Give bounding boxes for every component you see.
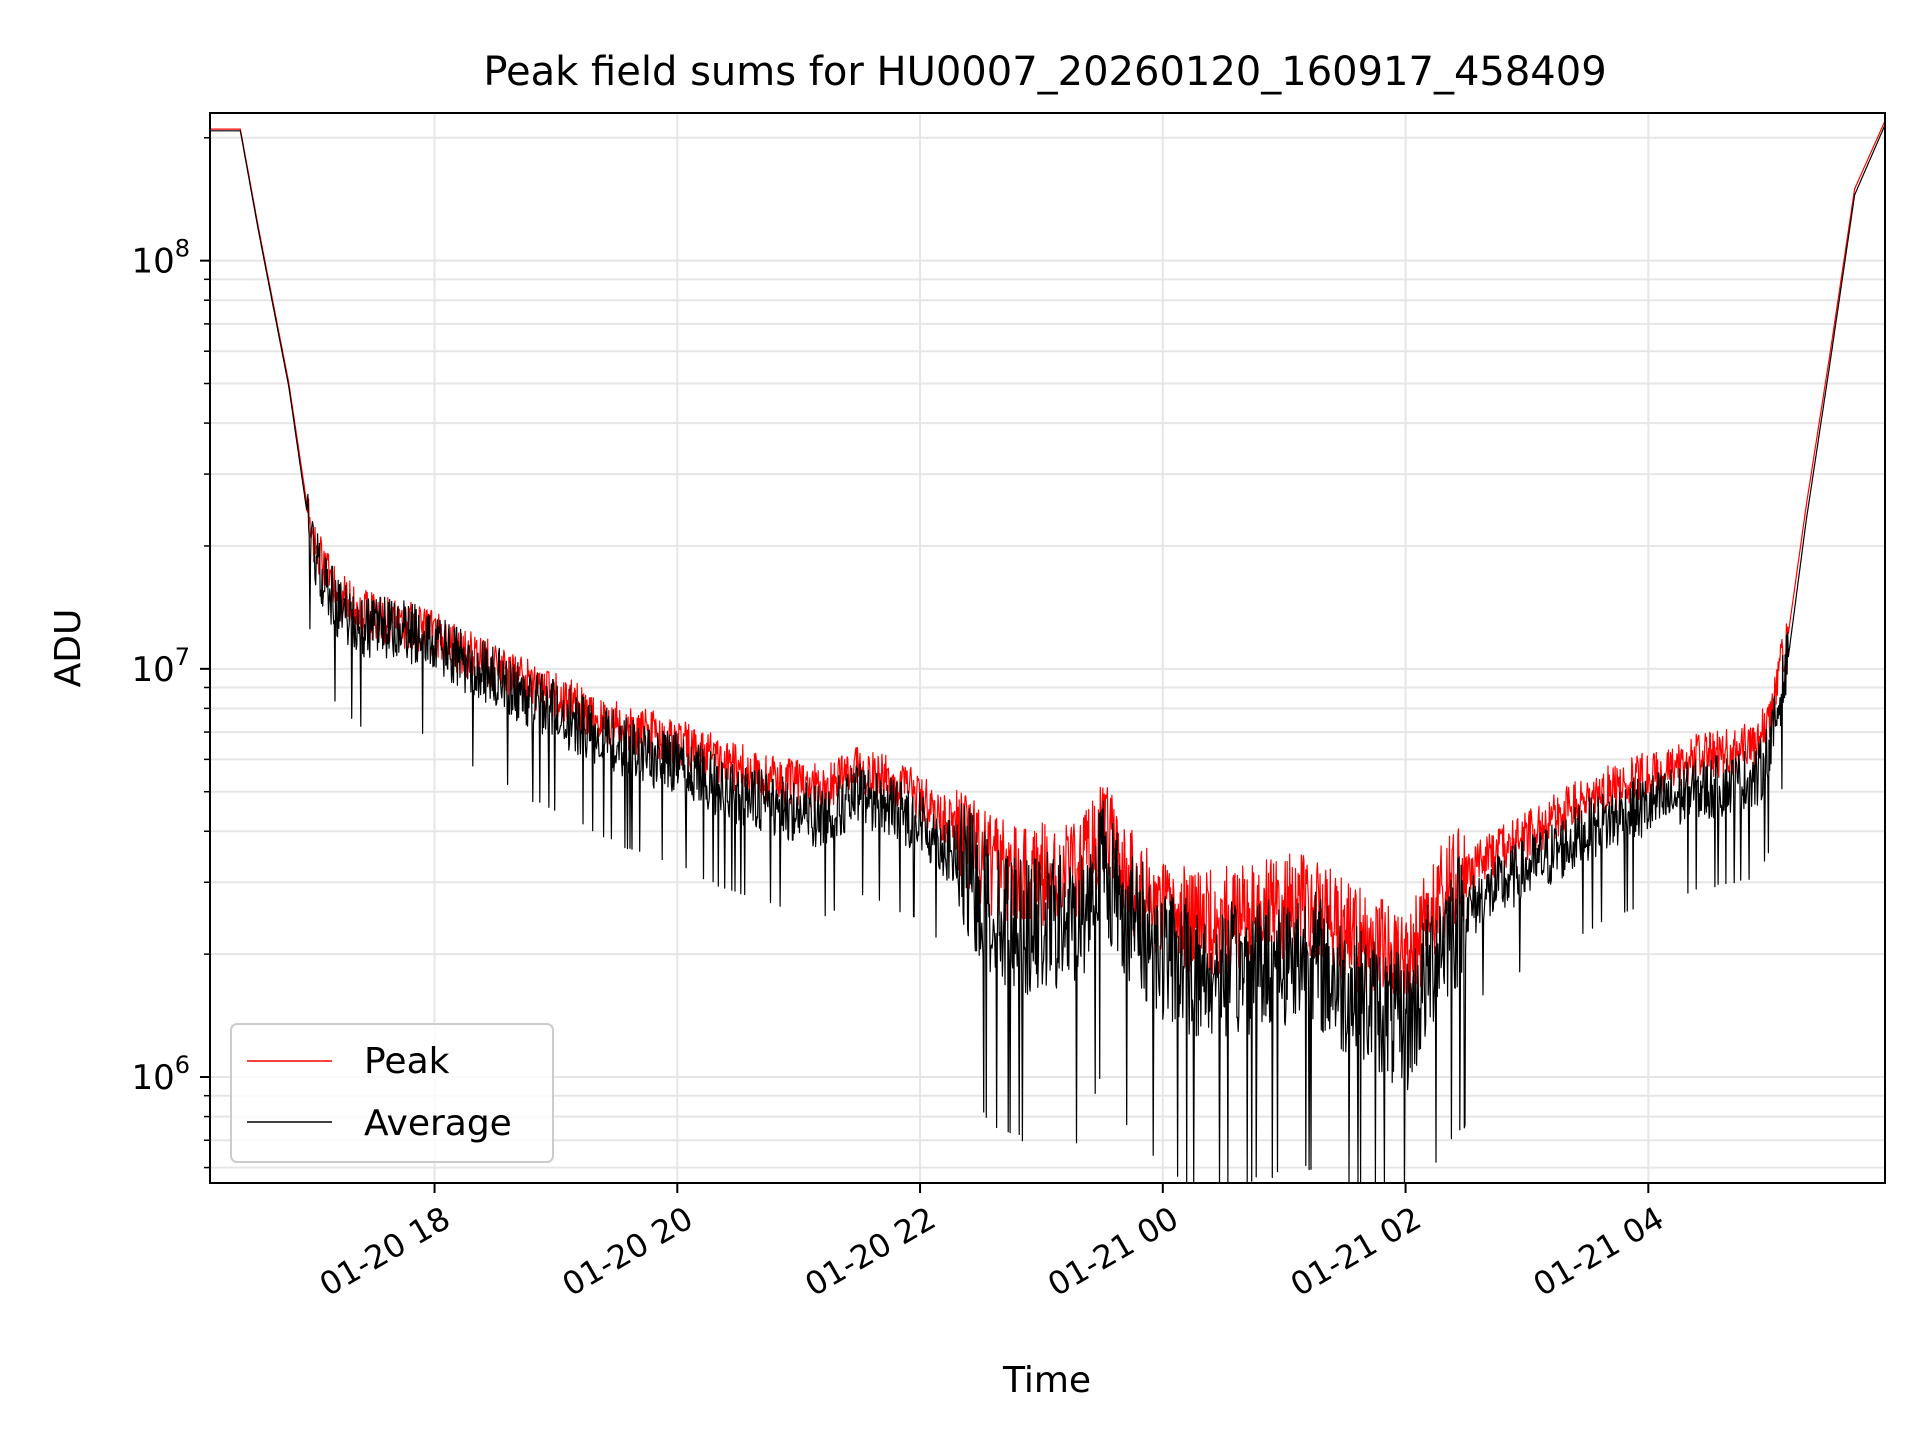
plot-frame bbox=[209, 112, 1886, 1184]
series-group bbox=[210, 120, 1886, 1184]
chart-title: Peak field sums for HU0007_20260120_1609… bbox=[483, 49, 1606, 95]
legend-peak-label: Peak bbox=[364, 1041, 450, 1082]
series-line-average bbox=[210, 124, 1886, 1184]
legend-box bbox=[230, 1023, 554, 1163]
legend-average-label: Average bbox=[364, 1103, 512, 1144]
legend: Peak Average bbox=[230, 1023, 554, 1163]
y-axis-label: ADU bbox=[48, 609, 89, 688]
x-axis-label: Time bbox=[1002, 1360, 1091, 1401]
